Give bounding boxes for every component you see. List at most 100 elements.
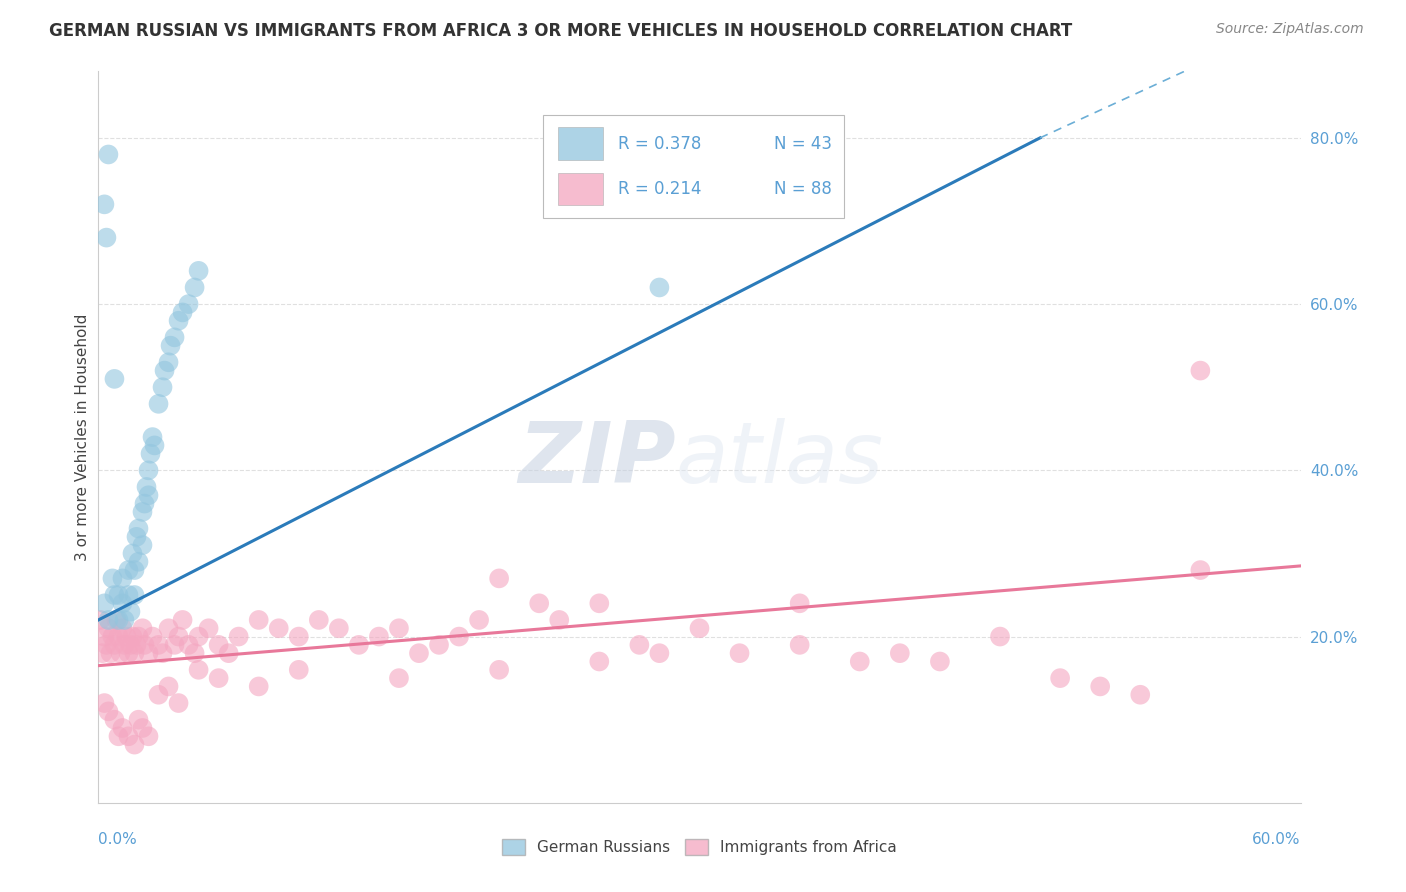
Text: atlas: atlas [675, 417, 883, 500]
Point [468, 613, 491, 627]
Point [488, 663, 510, 677]
Point [167, 314, 190, 328]
Point [121, 546, 143, 560]
Point [124, 738, 146, 752]
Point [152, 646, 174, 660]
Point [157, 680, 180, 694]
Text: GERMAN RUSSIAN VS IMMIGRANTS FROM AFRICA 3 OR MORE VEHICLES IN HOUSEHOLD CORRELA: GERMAN RUSSIAN VS IMMIGRANTS FROM AFRICA… [49, 22, 1073, 40]
Point [588, 596, 610, 610]
Point [1189, 363, 1212, 377]
Point [1088, 680, 1111, 694]
Point [103, 713, 125, 727]
Point [141, 430, 163, 444]
Point [548, 613, 571, 627]
Point [849, 655, 872, 669]
Point [368, 630, 391, 644]
Point [889, 646, 911, 660]
Point [172, 613, 194, 627]
Point [117, 729, 139, 743]
Point [148, 688, 170, 702]
Point [101, 571, 124, 585]
Point [929, 655, 952, 669]
Text: Source: ZipAtlas.com: Source: ZipAtlas.com [1216, 22, 1364, 37]
Point [121, 630, 143, 644]
Point [187, 663, 209, 677]
Point [111, 721, 134, 735]
Point [120, 605, 142, 619]
Text: ZIP: ZIP [517, 417, 675, 500]
Point [427, 638, 450, 652]
Point [1189, 563, 1212, 577]
Point [689, 621, 711, 635]
Point [288, 630, 311, 644]
Point [93, 630, 115, 644]
Point [152, 380, 174, 394]
Point [228, 630, 250, 644]
Point [648, 646, 671, 660]
Point [588, 655, 610, 669]
Point [172, 305, 194, 319]
Point [131, 505, 153, 519]
Point [447, 630, 470, 644]
Point [93, 696, 115, 710]
Point [183, 280, 205, 294]
Point [107, 729, 129, 743]
Text: N = 43: N = 43 [773, 135, 832, 153]
Point [131, 621, 153, 635]
Point [131, 721, 153, 735]
Point [163, 638, 186, 652]
Point [138, 729, 160, 743]
Point [138, 463, 160, 477]
Point [125, 638, 148, 652]
Point [89, 613, 111, 627]
Point [167, 630, 190, 644]
Point [187, 264, 209, 278]
Point [157, 621, 180, 635]
Point [124, 646, 146, 660]
Point [101, 630, 124, 644]
Point [91, 646, 114, 660]
Point [134, 638, 156, 652]
Point [100, 646, 122, 660]
Point [141, 630, 163, 644]
Point [1049, 671, 1071, 685]
Point [388, 621, 411, 635]
FancyBboxPatch shape [558, 172, 603, 205]
Point [167, 696, 190, 710]
FancyBboxPatch shape [543, 115, 844, 218]
Point [128, 630, 150, 644]
Point [247, 680, 270, 694]
Text: 60.0%: 60.0% [1253, 832, 1301, 847]
Point [138, 488, 160, 502]
Point [124, 588, 146, 602]
Point [148, 397, 170, 411]
Point [187, 630, 209, 644]
Point [105, 613, 128, 627]
Point [247, 613, 270, 627]
Point [388, 671, 411, 685]
Point [197, 621, 219, 635]
Point [131, 538, 153, 552]
FancyBboxPatch shape [558, 128, 603, 161]
Point [208, 671, 231, 685]
Point [115, 630, 138, 644]
Point [117, 646, 139, 660]
Point [408, 646, 430, 660]
Text: R = 0.378: R = 0.378 [617, 135, 702, 153]
Point [96, 230, 118, 244]
Point [103, 638, 125, 652]
Point [107, 613, 129, 627]
Point [124, 563, 146, 577]
Point [97, 621, 120, 635]
Point [114, 638, 136, 652]
Point [628, 638, 651, 652]
Point [143, 438, 166, 452]
Point [648, 280, 671, 294]
Point [103, 372, 125, 386]
Text: R = 0.214: R = 0.214 [617, 180, 702, 198]
Point [135, 480, 157, 494]
Point [128, 521, 150, 535]
Text: 0.0%: 0.0% [98, 832, 138, 847]
Point [177, 297, 200, 311]
Point [267, 621, 290, 635]
